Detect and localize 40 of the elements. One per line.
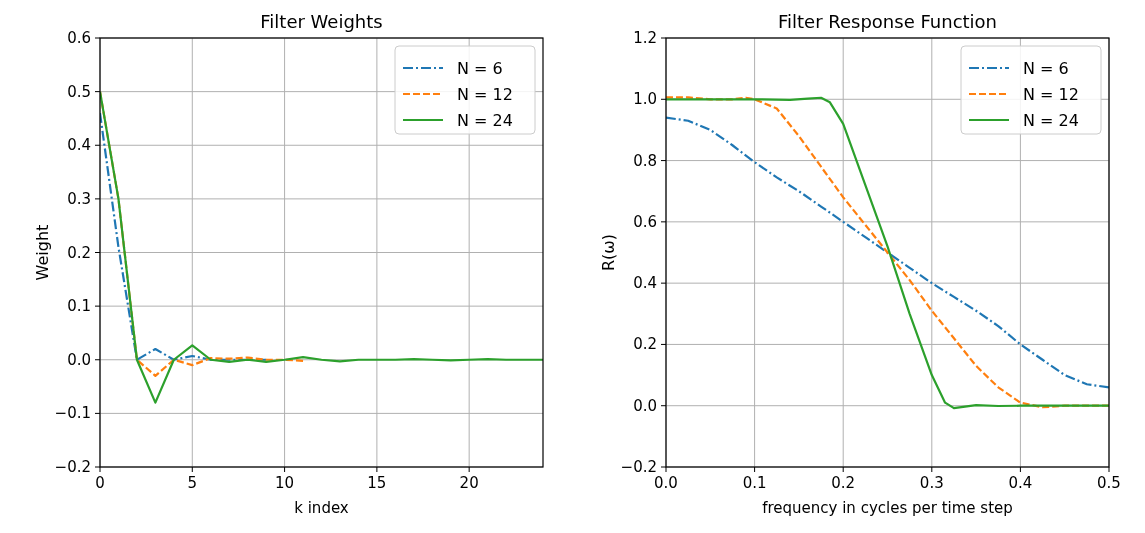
y-tick-label: 1.0 (633, 90, 657, 109)
y-tick-label: −0.1 (54, 404, 91, 423)
x-tick-label: 0.1 (742, 474, 767, 492)
x-tick-label: 10 (275, 474, 295, 492)
y-axis-title: R(ω) (599, 234, 618, 271)
x-tick-label: 0.5 (1097, 474, 1121, 492)
x-tick-label: 0.2 (831, 474, 856, 492)
y-tick-label: 0.2 (633, 335, 657, 354)
y-tick-label: 0.6 (67, 29, 91, 47)
y-tick-label: 0.1 (67, 297, 91, 316)
legend-label: N = 24 (457, 111, 513, 130)
y-tick-label: 0.4 (67, 136, 91, 155)
x-tick-label: 0.4 (1008, 474, 1033, 492)
chart-title: Filter Response Function (777, 11, 998, 32)
y-tick-label: −0.2 (620, 458, 657, 476)
y-tick-label: −0.2 (54, 458, 91, 476)
y-tick-label: 0.0 (633, 396, 657, 415)
legend-label: N = 12 (1023, 85, 1079, 104)
y-axis-title: Weight (33, 224, 52, 281)
legend-label: N = 6 (1023, 59, 1069, 78)
x-tick-label: 0 (95, 474, 105, 492)
y-tick-label: 0.6 (633, 212, 657, 231)
y-tick-label: 0.2 (67, 243, 91, 262)
x-tick-label: 0.3 (919, 474, 944, 492)
y-tick-label: 1.2 (633, 29, 657, 47)
x-tick-label: 5 (187, 474, 198, 492)
legend-label: N = 6 (457, 59, 503, 78)
y-tick-label: 0.0 (67, 350, 91, 369)
y-tick-label: 0.5 (67, 82, 91, 101)
legend-label: N = 12 (457, 85, 513, 104)
x-axis-title: k index (294, 499, 349, 517)
y-tick-label: 0.8 (633, 151, 657, 170)
x-axis-title: frequency in cycles per time step (762, 499, 1013, 517)
chart-title: Filter Weights (260, 11, 383, 32)
legend-label: N = 24 (1023, 111, 1079, 130)
y-tick-label: 0.3 (67, 189, 91, 208)
x-tick-label: 20 (459, 474, 479, 492)
x-tick-label: 0.0 (654, 474, 678, 492)
x-tick-label: 15 (367, 474, 387, 492)
y-tick-label: 0.4 (633, 274, 657, 293)
